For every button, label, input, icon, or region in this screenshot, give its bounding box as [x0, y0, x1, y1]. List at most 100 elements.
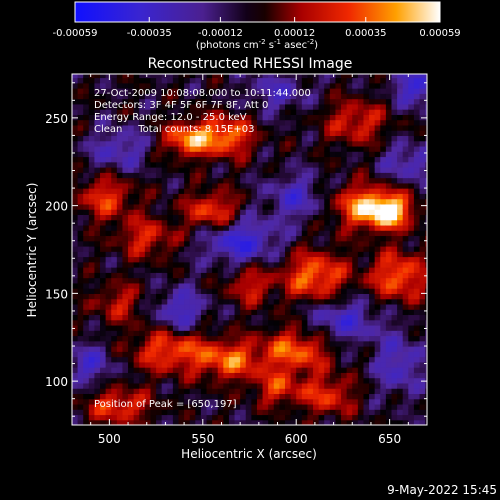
- heatmap-cell: [318, 256, 325, 263]
- heatmap-cell: [184, 340, 191, 347]
- heatmap-cell: [380, 177, 387, 184]
- heatmap-cell: [251, 414, 258, 421]
- heatmap-cell: [133, 151, 140, 158]
- heatmap-cell: [172, 372, 180, 379]
- heatmap-cell: [223, 224, 230, 231]
- heatmap-cell: [256, 403, 264, 410]
- heatmap-cell: [234, 74, 241, 79]
- heatmap-cell: [83, 324, 90, 331]
- heatmap-cell: [324, 74, 331, 79]
- heatmap-cell: [212, 293, 219, 300]
- heatmap-cell: [94, 77, 101, 84]
- heatmap-cell: [352, 198, 359, 205]
- heatmap-cell: [172, 319, 180, 326]
- heatmap-cell: [139, 130, 146, 137]
- heatmap-cell: [133, 135, 140, 142]
- heatmap-cell: [228, 219, 236, 226]
- heatmap-cell: [94, 182, 101, 189]
- heatmap-cell: [133, 351, 140, 358]
- heatmap-cell: [335, 351, 342, 358]
- heatmap-cell: [397, 335, 404, 342]
- heatmap-cell: [425, 88, 427, 94]
- heatmap-cell: [329, 403, 337, 410]
- heatmap-cell: [128, 203, 135, 210]
- heatmap-cell: [380, 309, 387, 316]
- heatmap-cell: [195, 330, 202, 337]
- heatmap-cell: [88, 151, 96, 158]
- heatmap-cell: [385, 319, 393, 326]
- heatmap-cell: [251, 382, 258, 389]
- heatmap-cell: [268, 419, 275, 425]
- heatmap-cell: [357, 172, 365, 179]
- heatmap-cell: [144, 245, 152, 252]
- heatmap-cell: [228, 309, 236, 316]
- heatmap-cell: [363, 277, 370, 284]
- heatmap-cell: [307, 193, 314, 200]
- heatmap-cell: [161, 319, 168, 326]
- heatmap-cell: [296, 98, 303, 105]
- heatmap-cell: [279, 182, 286, 189]
- heatmap-cell: [100, 398, 107, 405]
- heatmap-cell: [329, 98, 337, 105]
- heatmap-cell: [88, 409, 96, 416]
- heatmap-cell: [413, 324, 421, 331]
- heatmap-cell: [111, 145, 118, 152]
- heatmap-cell: [285, 240, 292, 247]
- heatmap-cell: [72, 140, 79, 147]
- heatmap-cell: [363, 130, 370, 137]
- heatmap-cell: [128, 324, 135, 331]
- heatmap-cell: [228, 82, 236, 89]
- heatmap-cell: [178, 335, 185, 342]
- heatmap-cell: [245, 346, 252, 352]
- heatmap-cell: [122, 293, 129, 300]
- heatmap-cell: [72, 267, 79, 273]
- heatmap-cell: [363, 209, 370, 215]
- heatmap-cell: [128, 419, 135, 425]
- heatmap-cell: [374, 161, 381, 168]
- heatmap-cell: [172, 219, 180, 226]
- heatmap-cell: [139, 393, 146, 400]
- heatmap-cell: [167, 177, 174, 184]
- heatmap-cell: [122, 161, 129, 168]
- heatmap-cell: [408, 74, 415, 79]
- heatmap-cell: [88, 382, 96, 389]
- heatmap-cell: [223, 130, 230, 137]
- heatmap-cell: [172, 177, 180, 184]
- heatmap-cell: [100, 272, 107, 279]
- heatmap-cell: [228, 245, 236, 252]
- heatmap-cell: [217, 124, 224, 131]
- heatmap-cell: [88, 398, 96, 405]
- heatmap-cell: [385, 351, 393, 358]
- heatmap-cell: [352, 398, 359, 405]
- heatmap-cell: [256, 224, 264, 231]
- heatmap-cell: [223, 74, 230, 79]
- heatmap-cell: [385, 261, 393, 268]
- heatmap-cell: [77, 119, 84, 126]
- heatmap-cell: [301, 277, 309, 284]
- heatmap-cell: [172, 140, 180, 147]
- heatmap-cell: [402, 98, 409, 105]
- heatmap-cell: [352, 340, 359, 347]
- heatmap-cell: [206, 261, 213, 268]
- heatmap-cell: [346, 198, 353, 205]
- heatmap-cell: [228, 77, 236, 84]
- heatmap-cell: [273, 351, 280, 358]
- heatmap-cell: [167, 230, 174, 237]
- heatmap-cell: [88, 167, 96, 173]
- heatmap-cell: [425, 98, 427, 105]
- heatmap-cell: [402, 377, 409, 384]
- heatmap-cell: [324, 398, 331, 405]
- heatmap-cell: [167, 340, 174, 347]
- heatmap-cell: [178, 82, 185, 89]
- heatmap-cell: [273, 219, 280, 226]
- heatmap-cell: [139, 167, 146, 173]
- heatmap-cell: [228, 372, 236, 379]
- heatmap-cell: [144, 88, 152, 94]
- heatmap-cell: [122, 177, 129, 184]
- heatmap-cell: [206, 88, 213, 94]
- heatmap-cell: [195, 377, 202, 384]
- heatmap-cell: [285, 109, 292, 115]
- heatmap-cell: [206, 182, 213, 189]
- heatmap-cell: [94, 256, 101, 263]
- heatmap-cell: [206, 419, 213, 425]
